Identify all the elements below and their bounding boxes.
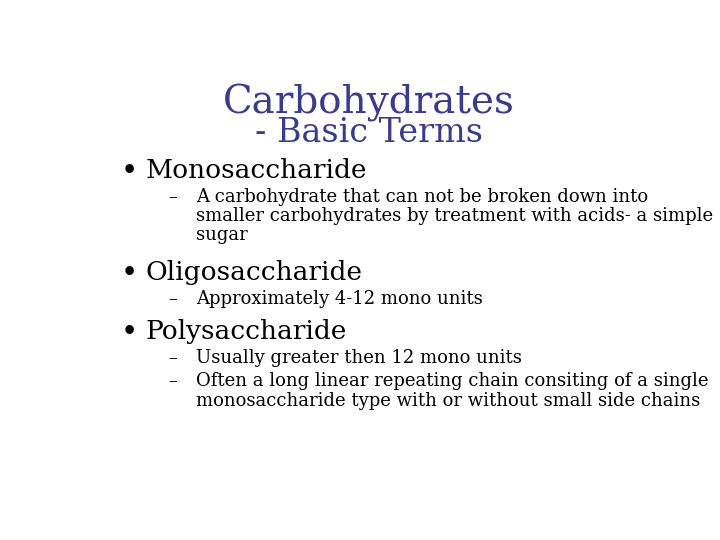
- Text: - Basic Terms: - Basic Terms: [255, 117, 483, 149]
- Text: Often a long linear repeating chain consiting of a single: Often a long linear repeating chain cons…: [196, 373, 708, 390]
- Text: –: –: [168, 290, 177, 308]
- Text: •: •: [121, 319, 138, 347]
- Text: Monosaccharide: Monosaccharide: [145, 158, 367, 184]
- Text: •: •: [121, 158, 138, 186]
- Text: smaller carbohydrates by treatment with acids- a simple: smaller carbohydrates by treatment with …: [196, 207, 713, 225]
- Text: sugar: sugar: [196, 226, 248, 244]
- Text: Polysaccharide: Polysaccharide: [145, 319, 347, 344]
- Text: –: –: [168, 188, 177, 206]
- Text: Carbohydrates: Carbohydrates: [223, 84, 515, 122]
- Text: Usually greater then 12 mono units: Usually greater then 12 mono units: [196, 349, 522, 367]
- Text: monosaccharide type with or without small side chains: monosaccharide type with or without smal…: [196, 392, 701, 409]
- Text: A carbohydrate that can not be broken down into: A carbohydrate that can not be broken do…: [196, 188, 648, 206]
- Text: •: •: [121, 260, 138, 288]
- Text: –: –: [168, 373, 177, 390]
- Text: Oligosaccharide: Oligosaccharide: [145, 260, 363, 285]
- Text: –: –: [168, 349, 177, 367]
- Text: Approximately 4-12 mono units: Approximately 4-12 mono units: [196, 290, 483, 308]
